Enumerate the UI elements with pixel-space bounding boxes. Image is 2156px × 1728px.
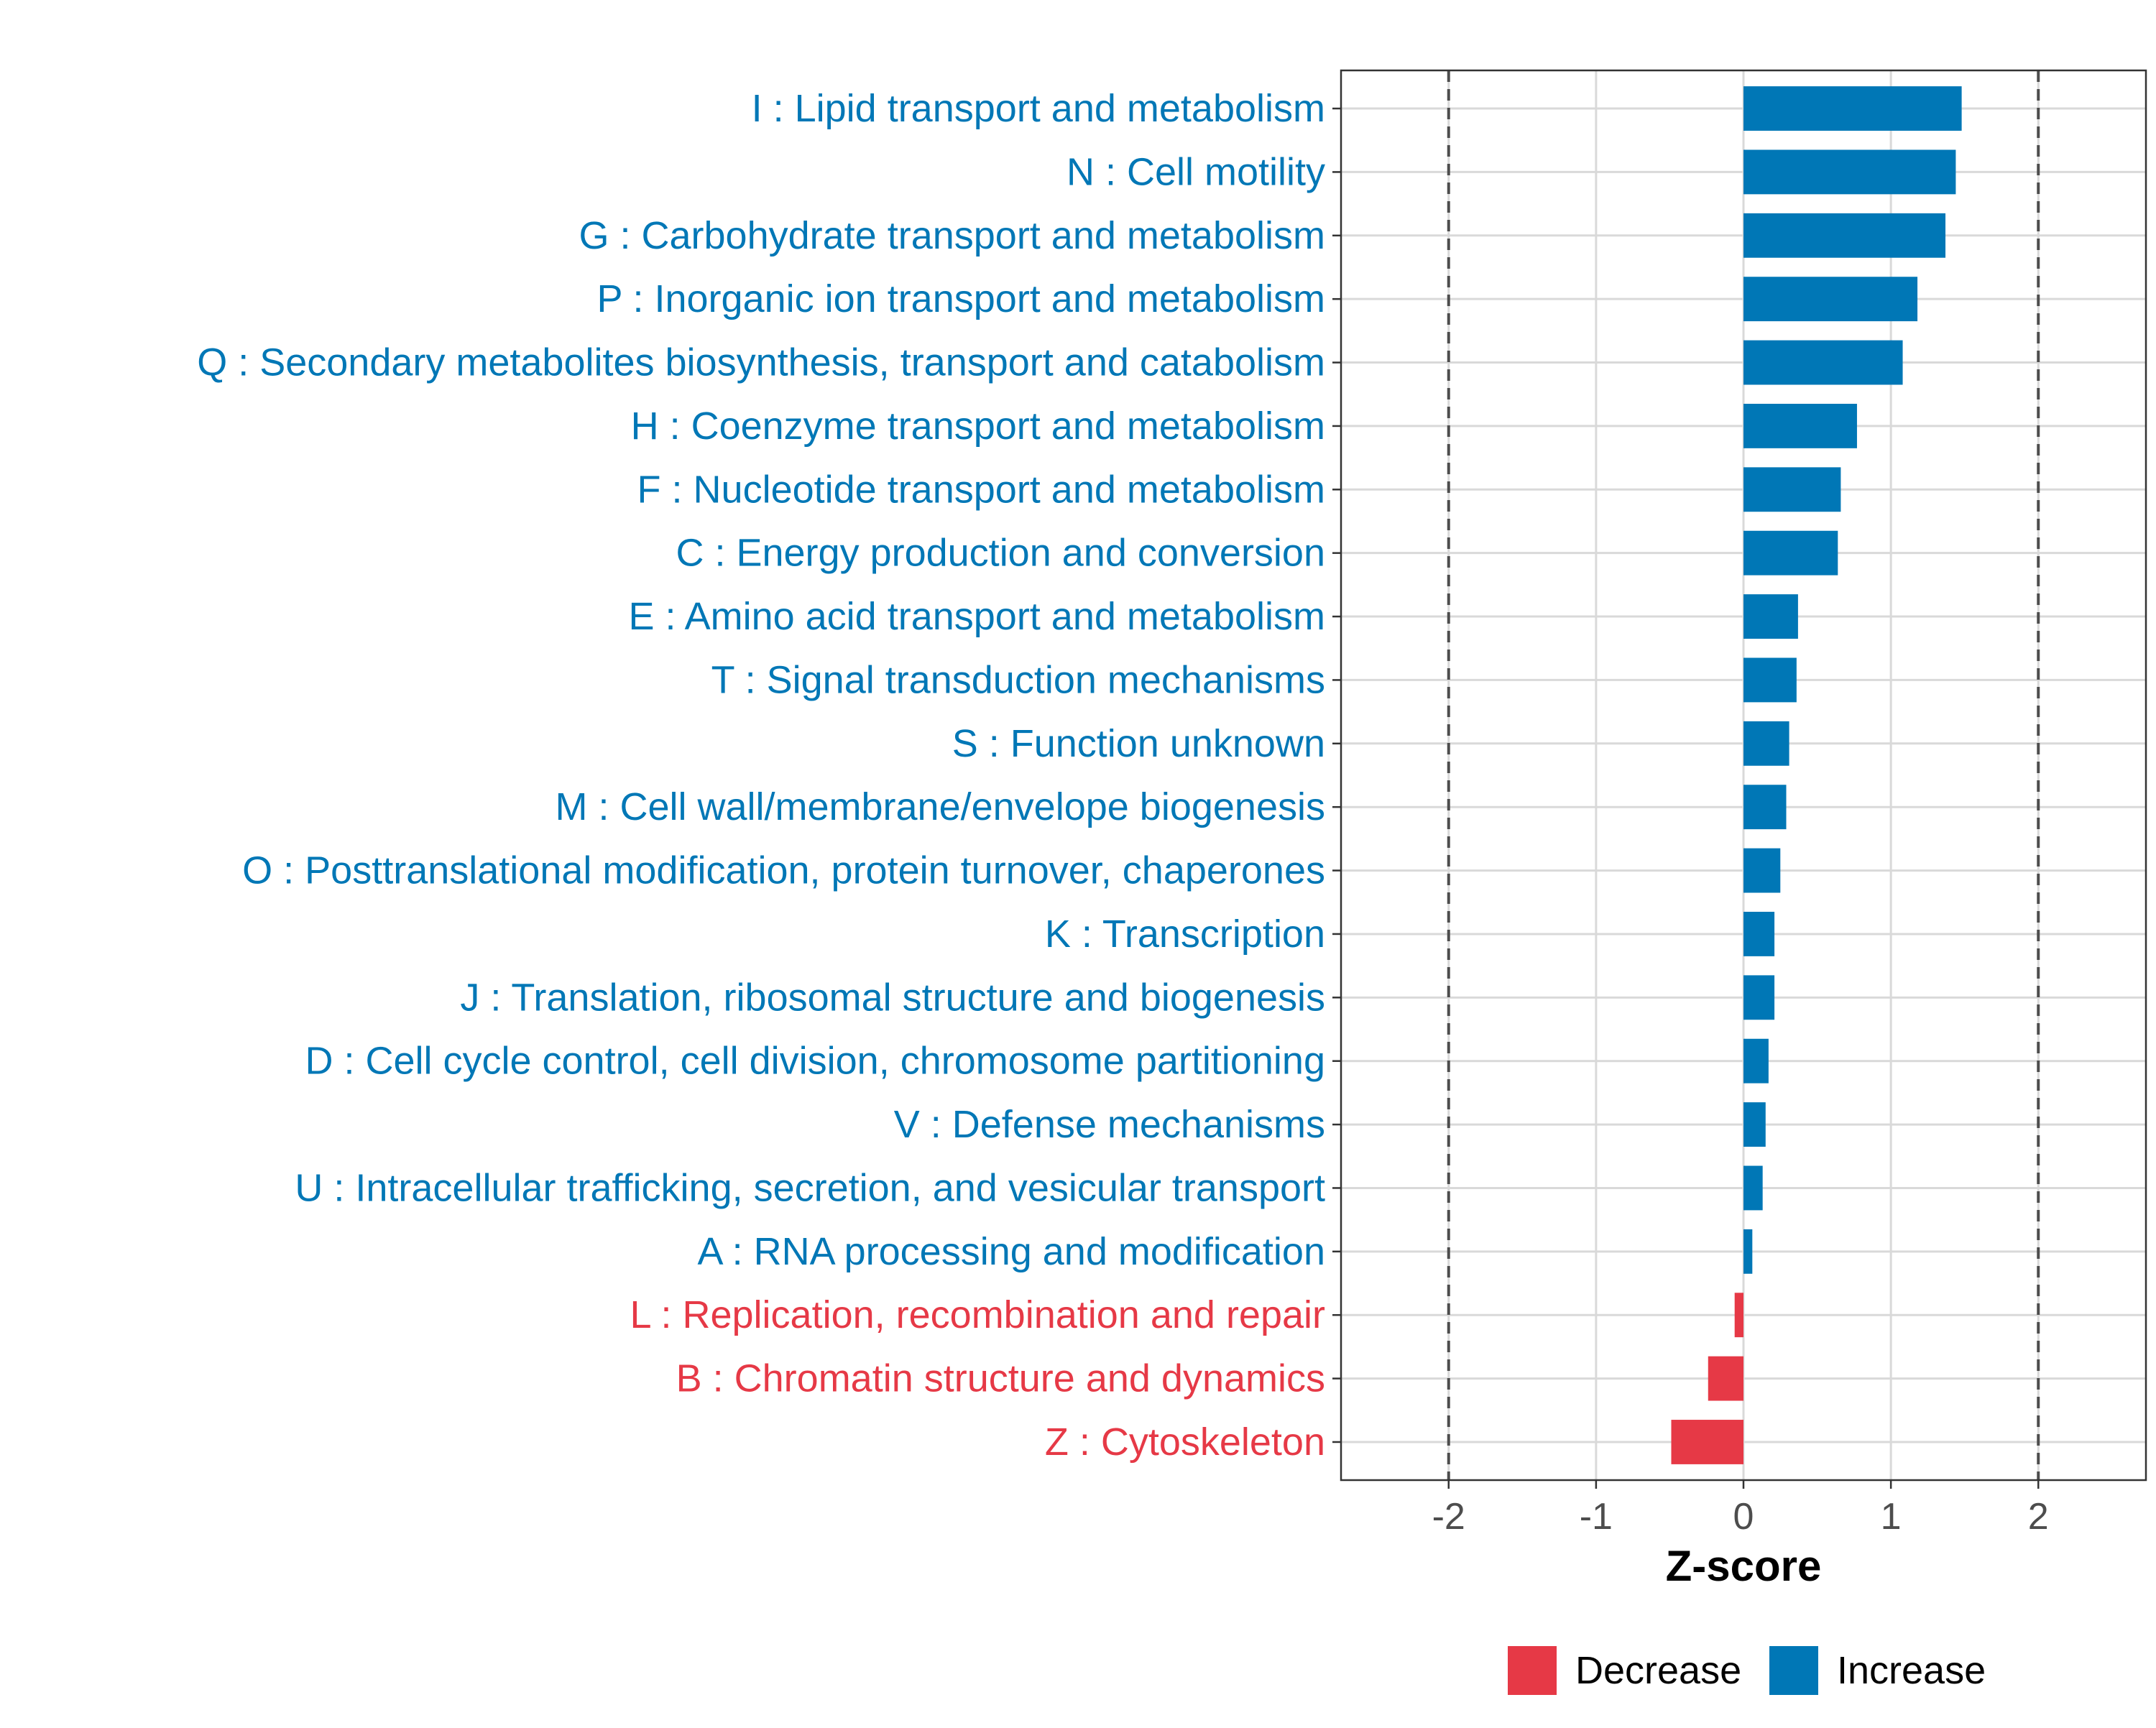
x-tick-label: 2 (2028, 1496, 2049, 1538)
category-label: P : Inorganic ion transport and metaboli… (596, 277, 1325, 320)
category-label: C : Energy production and conversion (676, 532, 1325, 575)
bar-m (1743, 785, 1787, 830)
bar-z (1671, 1420, 1743, 1464)
category-label: S : Function unknown (952, 722, 1325, 765)
bar-u (1743, 1165, 1763, 1211)
category-label: V : Defense mechanisms (894, 1103, 1325, 1146)
category-label: F : Nucleotide transport and metabolism (637, 468, 1325, 511)
category-label: N : Cell motility (1067, 150, 1325, 193)
category-label: M : Cell wall/membrane/envelope biogenes… (555, 785, 1325, 828)
legend-swatch-increase (1769, 1646, 1818, 1695)
bar-h (1743, 403, 1857, 448)
bar-k (1743, 912, 1775, 956)
category-label: U : Intracellular trafficking, secretion… (295, 1166, 1325, 1209)
x-tick-layer: -2 -1 0 1 2 (1432, 1480, 2049, 1538)
bar-n (1743, 149, 1956, 195)
category-label: Z : Cytoskeleton (1045, 1420, 1325, 1464)
category-label: T : Signal transduction mechanisms (711, 658, 1325, 701)
x-axis-title: Z-score (1666, 1542, 1822, 1590)
category-label: G : Carbohydrate transport and metabolis… (579, 214, 1326, 257)
bar-b (1708, 1356, 1743, 1401)
bar-d (1743, 1038, 1769, 1084)
bar-layer (1671, 86, 1962, 1464)
bar-c (1743, 530, 1838, 576)
bar-v (1743, 1102, 1766, 1147)
bar-e (1743, 594, 1798, 639)
legend-swatch-decrease (1508, 1646, 1557, 1695)
bar-q (1743, 340, 1903, 385)
category-label: L : Replication, recombination and repai… (630, 1293, 1325, 1336)
category-label: K : Transcription (1045, 912, 1325, 956)
x-tick-label: 1 (1881, 1496, 1902, 1538)
reference-line-layer (1447, 70, 2040, 1480)
legend-label-increase: Increase (1837, 1649, 1986, 1692)
category-label: E : Amino acid transport and metabolism (629, 595, 1325, 638)
legend-label-decrease: Decrease (1575, 1649, 1741, 1692)
x-tick-label: -2 (1432, 1496, 1465, 1538)
bar-f (1743, 467, 1841, 512)
bar-g (1743, 213, 1946, 258)
bar-p (1743, 277, 1918, 322)
category-label: D : Cell cycle control, cell division, c… (305, 1040, 1325, 1083)
category-label: J : Translation, ribosomal structure and… (460, 976, 1325, 1019)
x-tick-label: -1 (1580, 1496, 1613, 1538)
bar-s (1743, 721, 1789, 766)
category-label-layer: I : Lipid transport and metabolism N : Ce… (197, 87, 1341, 1464)
legend: Decrease Increase (1508, 1646, 1986, 1695)
category-label: O : Posttranslational modification, prot… (242, 849, 1325, 892)
category-label: A : RNA processing and modification (698, 1230, 1325, 1273)
category-label: Q : Secondary metabolites biosynthesis, … (197, 341, 1325, 384)
bar-i (1743, 86, 1962, 131)
bar-a (1743, 1229, 1753, 1274)
bar-l (1734, 1293, 1743, 1338)
bar-o (1743, 848, 1781, 893)
category-label: B : Chromatin structure and dynamics (676, 1357, 1325, 1400)
category-label: H : Coenzyme transport and metabolism (631, 405, 1325, 448)
x-tick-label: 0 (1733, 1496, 1754, 1538)
bar-t (1743, 657, 1797, 703)
category-label: I : Lipid transport and metabolism (752, 87, 1325, 130)
bar-j (1743, 975, 1775, 1020)
